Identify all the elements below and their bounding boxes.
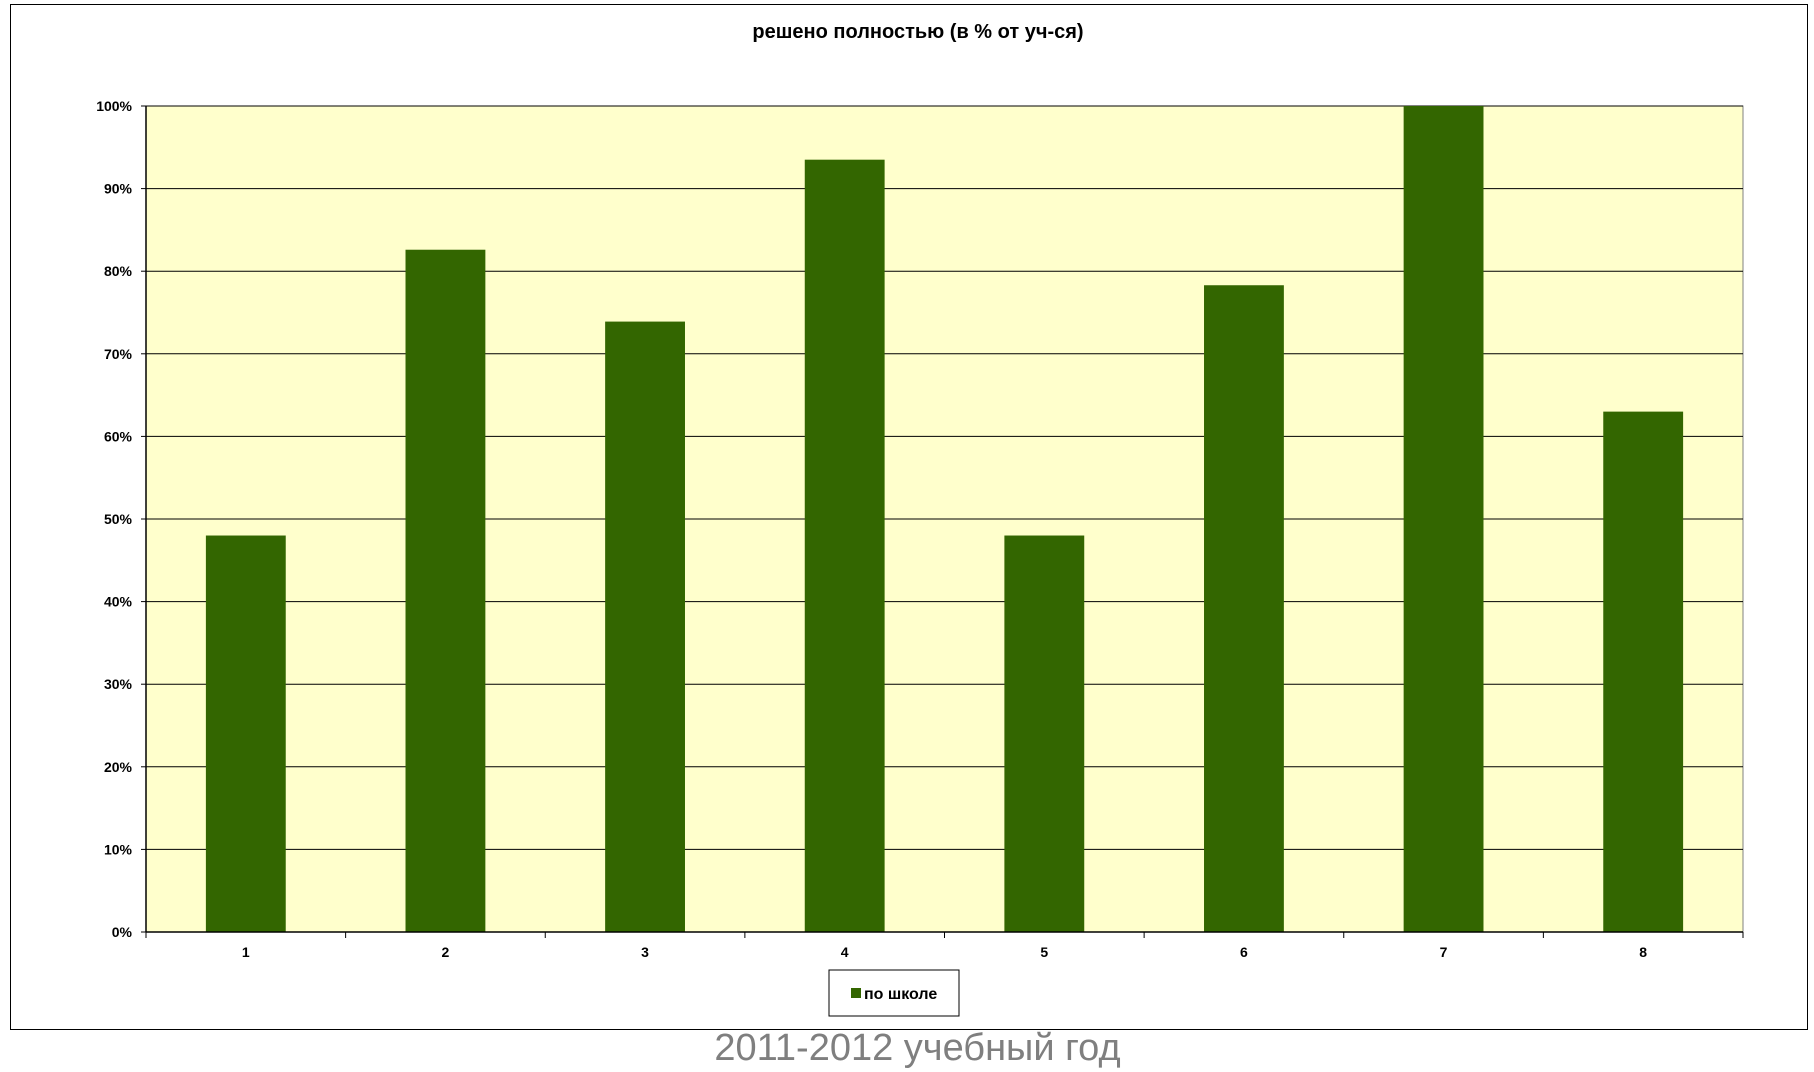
y-tick-label: 90% <box>104 181 133 197</box>
y-tick-label: 10% <box>104 841 133 857</box>
x-tick-label: 1 <box>242 944 250 960</box>
y-tick-label: 60% <box>104 428 133 444</box>
x-tick-label: 3 <box>641 944 649 960</box>
y-tick-label: 0% <box>112 924 133 940</box>
legend-box <box>828 969 960 1017</box>
chart-title: решено полностью (в % от уч-ся) <box>752 21 1083 43</box>
x-tick-label: 2 <box>442 944 450 960</box>
bars <box>205 106 1684 932</box>
y-tick-label: 50% <box>104 511 133 527</box>
y-tick-label: 80% <box>104 263 133 279</box>
x-tick-label: 8 <box>1639 944 1647 960</box>
bar-5 <box>1004 535 1085 932</box>
y-tick-label: 70% <box>104 346 133 362</box>
legend: по школе <box>828 969 960 1017</box>
x-tick-label: 6 <box>1240 944 1248 960</box>
legend-swatch <box>851 988 861 998</box>
bar-7 <box>1403 106 1484 932</box>
y-tick-label: 40% <box>104 594 133 610</box>
y-tick-label: 30% <box>104 676 133 692</box>
y-tick-label: 100% <box>96 98 132 114</box>
bar-1 <box>205 535 286 932</box>
bar-2 <box>405 249 486 932</box>
axes: 0% 10% 20% 30% 40% 50% 60% 70% 80% 90% 100% 1 2 3 4 5 6 7… <box>96 98 1744 960</box>
bar-6 <box>1204 285 1284 932</box>
bar-4 <box>804 159 885 932</box>
x-tick-label: 7 <box>1440 944 1448 960</box>
y-tick-label: 20% <box>104 759 133 775</box>
legend-label: по школе <box>864 986 937 1003</box>
caption: 2011-2012 учебный год <box>714 1027 1121 1069</box>
x-tick-label: 4 <box>841 944 849 960</box>
bar-8 <box>1603 411 1684 932</box>
x-tick-label: 5 <box>1040 944 1048 960</box>
bar-3 <box>605 321 685 932</box>
